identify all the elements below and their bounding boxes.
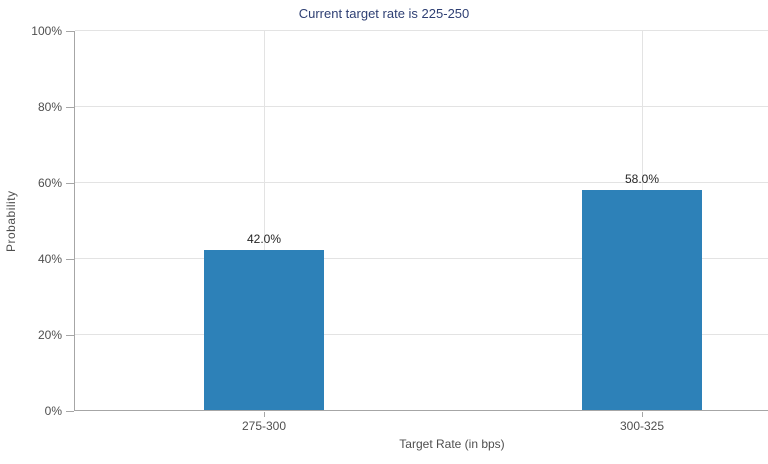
gridline-horizontal bbox=[75, 30, 768, 31]
bar-275-300[interactable] bbox=[204, 250, 324, 410]
gridline-horizontal bbox=[75, 334, 768, 335]
y-tick-label: 0% bbox=[44, 404, 62, 418]
x-axis-title: Target Rate (in bps) bbox=[399, 437, 505, 451]
chart-title: Current target rate is 225-250 bbox=[298, 6, 470, 21]
y-tick-label: 40% bbox=[37, 252, 62, 266]
gridline-horizontal bbox=[75, 182, 768, 183]
x-tick-label: 300-325 bbox=[619, 419, 665, 433]
x-tick-mark bbox=[264, 412, 265, 417]
bar-300-325[interactable] bbox=[582, 190, 702, 410]
plot-area: 0% 20% 40% 60% 80% 100% 42.0% 275-300 58.0% 300-3… bbox=[31, 24, 768, 433]
x-tick-label: 275-300 bbox=[241, 419, 287, 433]
y-tick-mark bbox=[66, 259, 74, 260]
y-tick-mark bbox=[66, 107, 74, 108]
y-tick-mark bbox=[66, 335, 74, 336]
bar-value-label: 58.0% bbox=[624, 172, 660, 186]
y-tick-mark bbox=[66, 411, 74, 412]
y-tick-label: 20% bbox=[37, 328, 62, 342]
y-tick-label: 80% bbox=[37, 100, 62, 114]
bar-value-label: 42.0% bbox=[246, 232, 282, 246]
y-tick-label: 60% bbox=[37, 176, 62, 190]
y-tick-mark bbox=[66, 183, 74, 184]
gridline-horizontal bbox=[75, 106, 768, 107]
gridline-vertical bbox=[264, 31, 265, 410]
x-tick-mark bbox=[642, 412, 643, 417]
gridline-horizontal bbox=[75, 258, 768, 259]
y-tick-mark bbox=[66, 31, 74, 32]
y-axis-title: Probability bbox=[4, 190, 18, 252]
y-tick-label: 100% bbox=[31, 24, 62, 38]
